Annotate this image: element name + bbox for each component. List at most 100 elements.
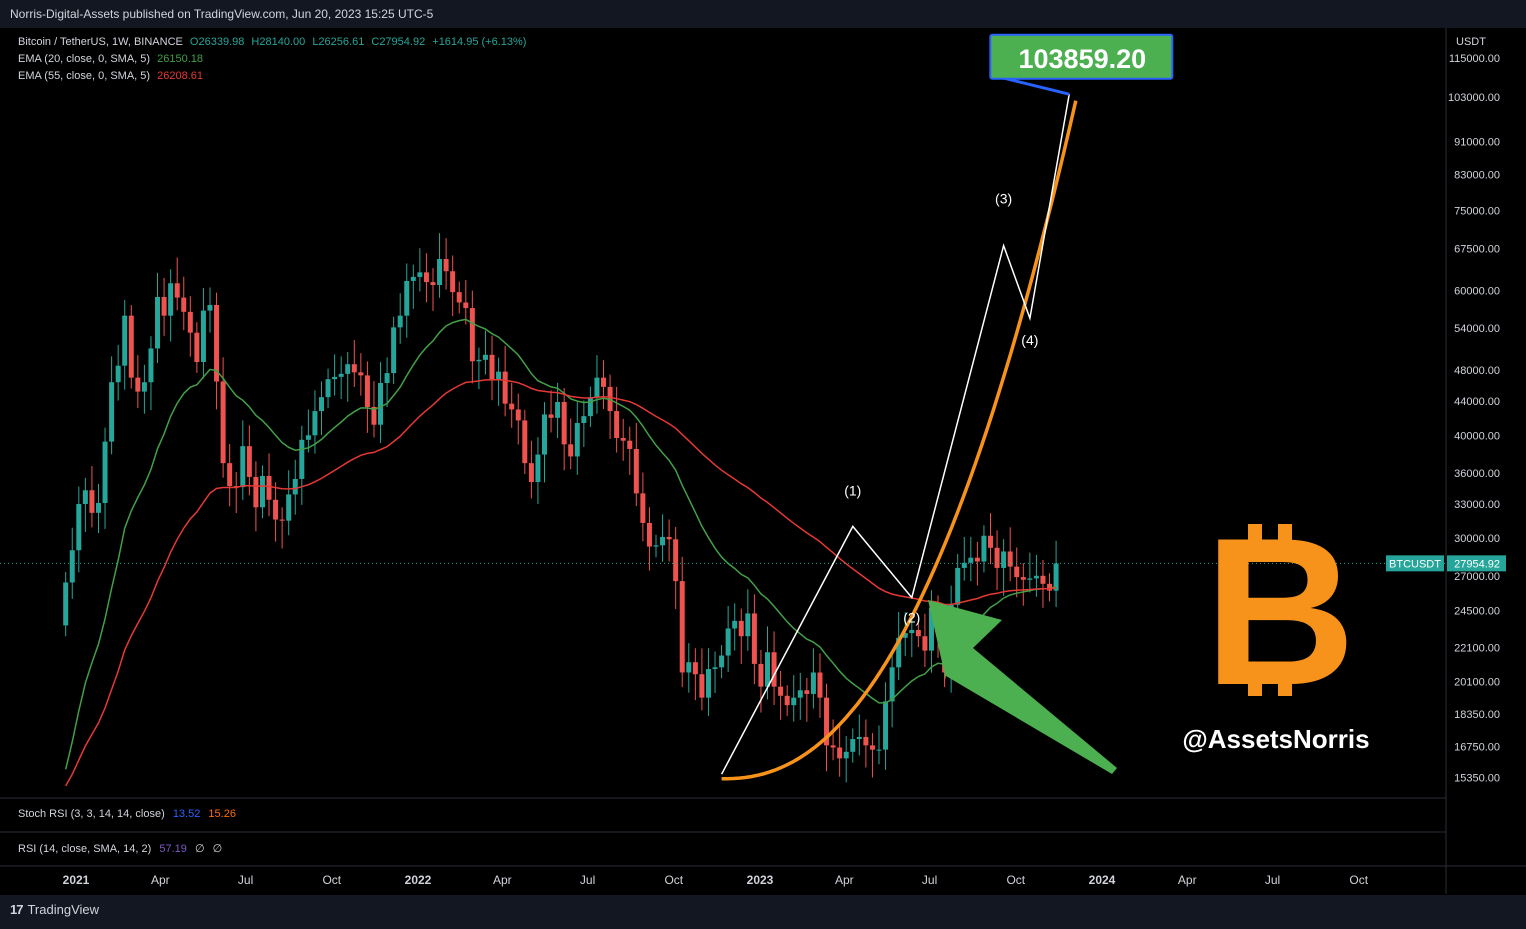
rsi-label: RSI (14, close, SMA, 14, 2) [18,843,152,855]
symbol-tag-bg [1386,555,1444,572]
candle-body [869,745,875,750]
rsi-na-2: ∅ [212,843,223,855]
candle-body [850,739,856,752]
candle-body [548,414,554,418]
candle-body [109,382,115,442]
candle-body [292,478,298,495]
candle-body [1007,551,1013,567]
tradingview-logo[interactable]: 17 TradingView [10,902,99,917]
bitcoin-logo-bar [1248,524,1262,560]
candle-body [102,441,108,503]
candle-body [601,377,607,387]
candle-body [482,354,488,360]
time-tick-label: Apr [493,873,512,887]
ema55-legend[interactable]: EMA (55, close, 0, SMA, 5) 26208.61 [18,70,207,82]
candle-body [804,690,810,694]
time-tick-label: 2024 [1089,873,1116,887]
candle-body [646,522,652,547]
candle-body [502,371,508,404]
candle-body [351,364,357,373]
price-tick-label: 15350.00 [1454,773,1500,785]
publisher-caption: Norris-Digital-Assets published on Tradi… [10,7,434,21]
candle-body [817,672,823,698]
candle-body [863,736,869,746]
candle-body [220,381,226,464]
candle-body [732,620,738,629]
candle-body [423,272,429,283]
candle-body [325,379,331,398]
candle-body [883,701,889,750]
candle-body [63,582,69,626]
candle-body [810,672,816,694]
candle-body [653,545,659,547]
candle-body [443,259,449,272]
candle-body [430,282,436,286]
candle-body [410,276,416,281]
price-tick-label: 83000.00 [1454,169,1500,181]
stoch-rsi-legend[interactable]: Stoch RSI (3, 3, 14, 14, close) 13.52 15… [18,808,236,820]
candle-body [843,751,849,759]
last-price-tag: 27954.92 [1454,558,1500,570]
candle-body [364,375,370,407]
candle-body [928,607,934,651]
candle-body [168,283,174,316]
candle-body [469,308,475,362]
candle-body [994,547,1000,568]
symbol-legend[interactable]: Bitcoin / TetherUS, 1W, BINANCE O26339.9… [18,36,530,48]
candle-body [312,411,318,436]
candle-body [620,437,626,441]
candle-body [738,620,744,637]
rsi-legend[interactable]: RSI (14, close, SMA, 14, 2) 57.19 ∅ ∅ [18,842,222,855]
rsi-na-1: ∅ [194,843,205,855]
time-tick-label: Jul [580,873,595,887]
candle-body [1047,583,1053,591]
candle-body [378,383,384,425]
ema55-label: EMA (55, close, 0, SMA, 5) [18,70,151,82]
candle-body [76,504,82,551]
wave-label: (1) [844,482,861,498]
last-price-tag-bg [1447,555,1506,572]
candle-body [581,416,587,423]
time-tick-label: Jul [238,873,253,887]
time-tick-label: Oct [1006,873,1025,887]
target-value: 103859.20 [1019,44,1147,74]
candle-body [318,397,324,412]
candle-body [496,371,502,380]
ohlc-low: L26256.61 [312,36,365,48]
candle-body [82,490,88,505]
candle-body [699,674,705,698]
candle-body [463,302,469,309]
candle-body [404,280,410,316]
candle-body [541,414,547,455]
candle-body [686,662,692,673]
candle-body [345,364,351,374]
price-tick-label: 60000.00 [1454,285,1500,297]
candle-body [1027,578,1033,580]
currency-label: USDT [1456,36,1486,48]
rsi-value: 57.19 [159,843,187,855]
price-tick-label: 27000.00 [1454,571,1500,583]
candle-body [666,536,672,540]
candle-body [286,494,292,521]
price-tick-label: 36000.00 [1454,468,1500,480]
stoch-rsi-label: Stoch RSI (3, 3, 14, 14, close) [18,808,165,820]
ohlc-high: H28140.00 [251,36,306,48]
candle-body [673,539,679,582]
bitcoin-logo: B [1204,494,1356,729]
ohlc-close: C27954.92 [371,36,426,48]
price-tick-label: 67500.00 [1454,243,1500,255]
candle-body [968,557,974,563]
candle-body [515,409,521,421]
price-tick-label: 48000.00 [1454,365,1500,377]
time-tick-label: Oct [322,873,341,887]
candle-body [69,550,75,583]
bitcoin-logo-bar [1248,662,1262,696]
stoch-rsi-k: 13.52 [172,808,201,820]
candle-body [915,629,921,637]
candle-body [574,422,580,457]
candle-body [555,402,561,418]
ema20-legend[interactable]: EMA (20, close, 0, SMA, 5) 26150.18 [18,53,207,65]
candle-body [797,690,803,698]
candle-body [587,397,593,417]
